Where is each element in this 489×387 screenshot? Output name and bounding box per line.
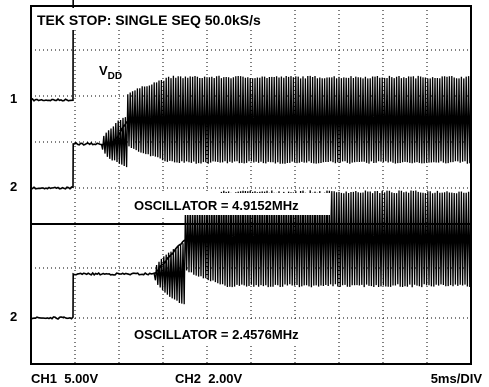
header-background: [33, 8, 283, 30]
channel-marker-2-top: 2: [10, 179, 17, 194]
caption-top: OSCILLATOR = 4.9152MHz: [134, 198, 299, 213]
scope-header: TEK STOP: SINGLE SEQ 50.0kS/s: [37, 12, 261, 28]
timebase-readout: 5ms/DIV: [431, 371, 483, 386]
caption-bottom: OSCILLATOR = 2.4576MHz: [134, 327, 299, 342]
vdd-label-main: V: [99, 63, 108, 78]
graticule: [31, 6, 471, 364]
channel-marker-2-bottom: 2: [10, 309, 17, 324]
channel-marker-1-top: 1: [10, 91, 17, 106]
vdd-label: VDD: [99, 63, 122, 82]
ch1-scale-readout: CH1 5.00V: [31, 371, 99, 386]
ch2-scale-readout: CH2 2.00V: [175, 371, 243, 386]
traces: [30, 0, 472, 320]
caption-bottom-background: [132, 322, 330, 344]
caption-top-background: [132, 193, 330, 215]
vdd-label-subscript: DD: [108, 71, 122, 82]
oscillation-envelope-panel-1: [100, 75, 472, 168]
